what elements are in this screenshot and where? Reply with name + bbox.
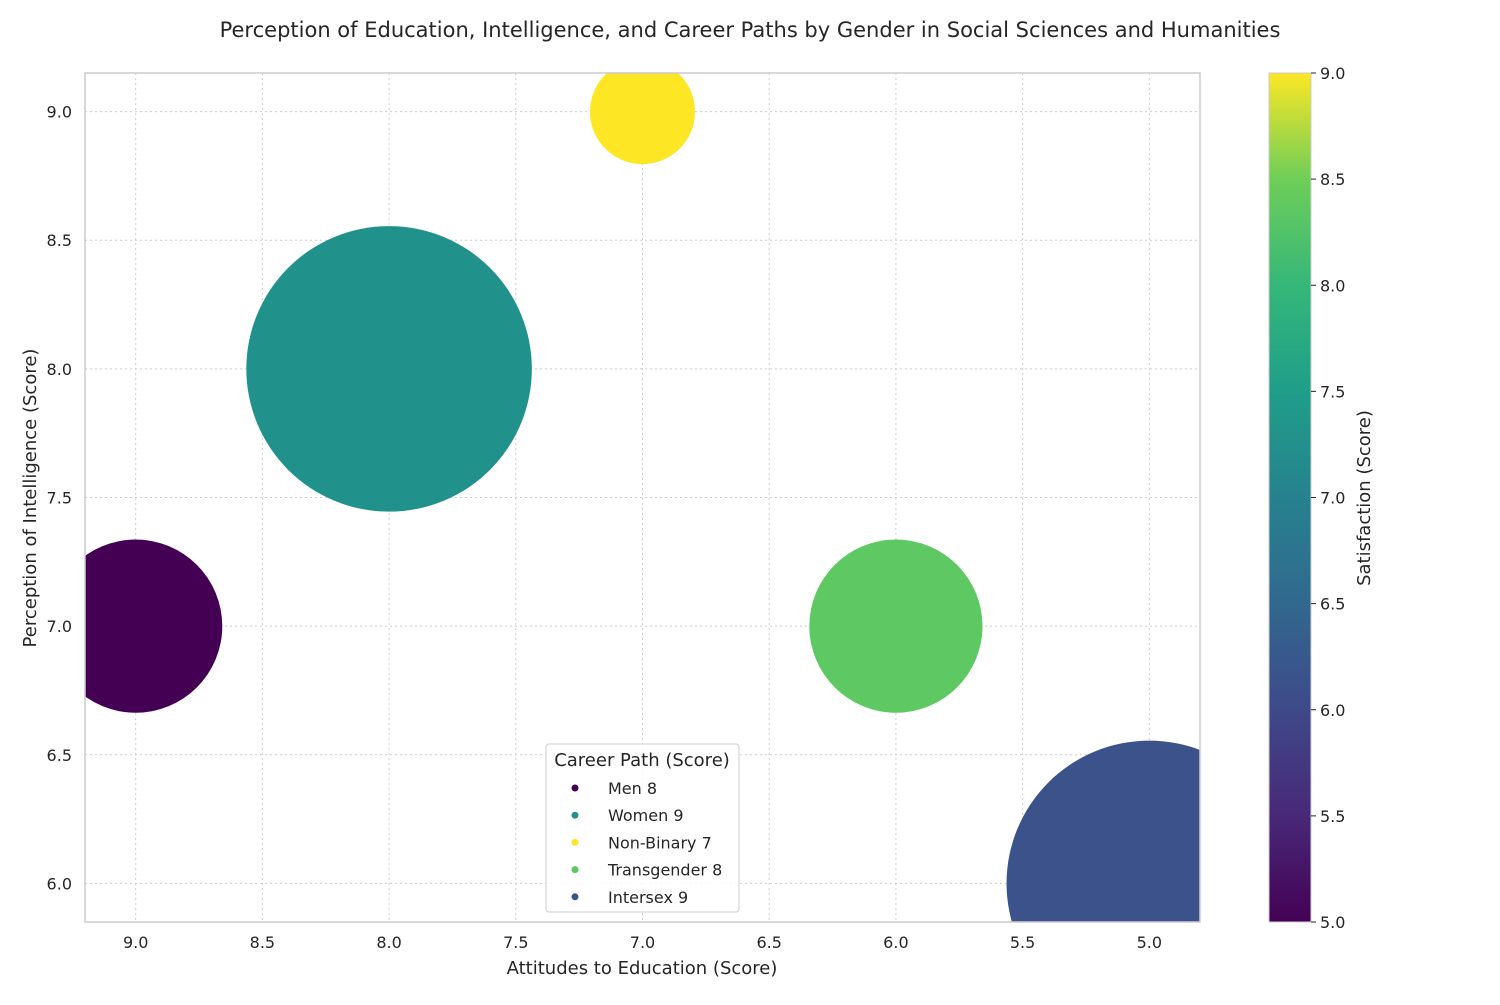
- colorbar-tick-label: 9.0: [1320, 64, 1345, 83]
- y-axis-ticks: 6.0 6.5 7.0 7.5 8.0 8.5 9.0: [47, 103, 72, 894]
- x-tick-label: 8.5: [250, 933, 275, 952]
- y-tick-label: 7.5: [47, 489, 72, 508]
- legend-label: Intersex 9: [608, 888, 688, 907]
- data-point: [85, 539, 223, 713]
- x-tick-label: 7.5: [503, 933, 528, 952]
- colorbar-label: Satisfaction (Score): [1354, 410, 1375, 586]
- y-tick-label: 6.0: [47, 874, 72, 893]
- y-tick-label: 6.5: [47, 746, 72, 765]
- colorbar-tick-label: 6.5: [1320, 595, 1345, 614]
- colorbar-tick-label: 5.5: [1320, 807, 1345, 826]
- y-tick-label: 7.0: [47, 617, 72, 636]
- legend-title: Career Path (Score): [554, 750, 730, 771]
- x-tick-label: 5.5: [1010, 933, 1035, 952]
- x-tick-label: 6.0: [883, 933, 908, 952]
- legend-label: Women 9: [608, 806, 684, 825]
- colorbar: [1268, 72, 1312, 923]
- colorbar-tick-label: 5.0: [1320, 913, 1345, 932]
- x-tick-label: 5.0: [1137, 933, 1162, 952]
- x-tick-label: 8.0: [376, 933, 401, 952]
- colorbar-tick-label: 6.0: [1320, 701, 1345, 720]
- colorbar-tick-label: 7.0: [1320, 489, 1345, 508]
- data-point: [809, 539, 983, 713]
- data-point: [589, 73, 696, 165]
- colorbar-tick-label: 8.5: [1320, 170, 1345, 189]
- chart-title: Perception of Education, Intelligence, a…: [220, 18, 1281, 42]
- x-tick-label: 9.0: [123, 933, 148, 952]
- data-point: [1006, 740, 1200, 922]
- data-point: [246, 226, 532, 512]
- x-axis-label: Attitudes to Education (Score): [507, 958, 778, 979]
- legend-label: Men 8: [608, 779, 657, 798]
- y-tick-label: 8.0: [47, 360, 72, 379]
- legend-label: Transgender 8: [607, 861, 722, 880]
- bubbles: [85, 73, 1200, 922]
- colorbar-ticks: 5.0 5.5 6.0 6.5 7.0 7.5 8.0 8.5 9.0: [1311, 64, 1345, 932]
- y-tick-label: 9.0: [47, 103, 72, 122]
- x-axis-ticks: 9.0 8.5 8.0 7.5 7.0 6.5 6.0 5.5 5.0: [123, 933, 1162, 952]
- x-tick-label: 6.5: [756, 933, 781, 952]
- legend-box: [545, 743, 740, 913]
- legend-marker: [571, 866, 579, 874]
- y-axis-label: Perception of Intelligence (Score): [20, 349, 41, 648]
- legend-items: Men 8 Women 9 Non-Binary 7 Transgender 8 Int…: [571, 779, 722, 907]
- y-tick-label: 8.5: [47, 231, 72, 250]
- colorbar-tick-label: 8.0: [1320, 276, 1345, 295]
- legend-label: Non-Binary 7: [608, 833, 712, 852]
- legend-marker: [571, 784, 579, 792]
- legend: Career Path (Score) Men 8 Women 9 Non-Bina…: [545, 743, 740, 913]
- x-tick-label: 7.0: [630, 933, 655, 952]
- legend-marker: [571, 838, 579, 846]
- legend-marker: [571, 811, 579, 819]
- plot-frame: [84, 72, 1201, 923]
- colorbar-tick-label: 7.5: [1320, 382, 1345, 401]
- legend-marker: [571, 893, 579, 901]
